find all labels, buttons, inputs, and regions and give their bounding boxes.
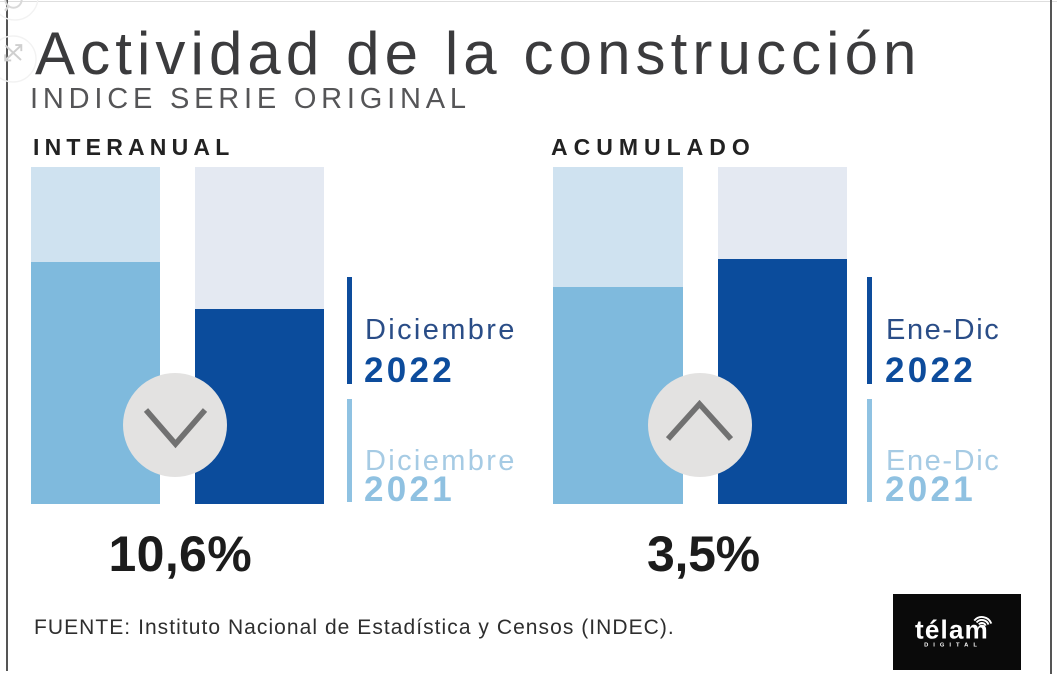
svg-text:télam: télam	[915, 615, 989, 645]
svg-text:DIGITAL: DIGITAL	[924, 643, 982, 649]
